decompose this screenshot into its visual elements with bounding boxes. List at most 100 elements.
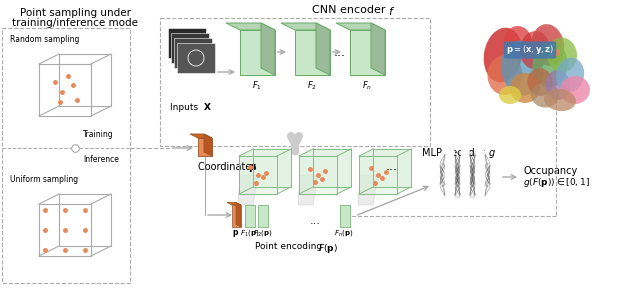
Text: $F_2$: $F_2$: [307, 80, 317, 93]
Text: Inputs: Inputs: [170, 103, 200, 112]
Ellipse shape: [545, 70, 570, 100]
Ellipse shape: [532, 24, 564, 66]
Polygon shape: [316, 23, 330, 75]
Circle shape: [461, 148, 470, 157]
Polygon shape: [204, 134, 212, 156]
Bar: [258, 205, 268, 227]
Text: Training: Training: [83, 130, 114, 139]
Ellipse shape: [499, 86, 521, 104]
Ellipse shape: [504, 26, 532, 58]
Text: $F_n$: $F_n$: [362, 80, 372, 93]
Circle shape: [461, 160, 470, 168]
Polygon shape: [239, 149, 253, 194]
Text: $F_1(\mathbf{p})$: $F_1(\mathbf{p})$: [241, 228, 260, 238]
Circle shape: [445, 182, 454, 191]
Text: CNN encoder: CNN encoder: [312, 5, 388, 15]
Polygon shape: [239, 156, 277, 194]
Text: Point encoding: Point encoding: [255, 242, 325, 251]
Polygon shape: [371, 23, 385, 75]
Polygon shape: [236, 202, 241, 227]
Ellipse shape: [531, 82, 559, 108]
Ellipse shape: [520, 31, 550, 69]
Polygon shape: [238, 175, 258, 205]
Circle shape: [431, 160, 440, 168]
Text: Uniform sampling: Uniform sampling: [10, 175, 78, 184]
Circle shape: [461, 193, 470, 202]
Circle shape: [490, 182, 499, 191]
Polygon shape: [336, 23, 385, 30]
Polygon shape: [374, 149, 412, 187]
Circle shape: [490, 171, 499, 180]
Bar: [171, 33, 209, 63]
Text: Occupancy: Occupancy: [523, 166, 577, 176]
Circle shape: [461, 182, 470, 191]
Polygon shape: [299, 149, 351, 156]
Polygon shape: [240, 30, 275, 75]
Polygon shape: [299, 149, 314, 194]
Polygon shape: [281, 23, 330, 30]
Ellipse shape: [556, 58, 584, 92]
Text: $\mathbf{p}$: $\mathbf{p}$: [232, 228, 239, 239]
Text: ...: ...: [334, 46, 346, 59]
Ellipse shape: [544, 89, 576, 111]
Polygon shape: [397, 149, 412, 194]
Circle shape: [476, 148, 484, 157]
Text: Random sampling: Random sampling: [10, 35, 79, 44]
Polygon shape: [350, 30, 385, 75]
Ellipse shape: [488, 55, 522, 95]
Bar: [177, 43, 215, 73]
Polygon shape: [337, 149, 351, 194]
Text: $g(F(\mathbf{p})) \in [0,1]$: $g(F(\mathbf{p})) \in [0,1]$: [523, 176, 590, 189]
Circle shape: [476, 160, 484, 168]
Bar: [174, 38, 212, 68]
Ellipse shape: [501, 41, 543, 95]
Circle shape: [445, 160, 454, 168]
Circle shape: [431, 171, 440, 180]
Bar: [245, 205, 255, 227]
Text: X: X: [204, 103, 211, 112]
Text: Inference: Inference: [83, 155, 119, 164]
Polygon shape: [359, 149, 374, 194]
Text: $F(\mathbf{p})$: $F(\mathbf{p})$: [318, 242, 338, 255]
Ellipse shape: [484, 28, 522, 82]
Polygon shape: [198, 138, 212, 156]
Text: $F_1$: $F_1$: [252, 80, 262, 93]
Polygon shape: [232, 205, 241, 227]
Circle shape: [461, 171, 470, 180]
Ellipse shape: [547, 37, 577, 72]
Bar: [168, 28, 206, 58]
Text: $F_2(\mathbf{p})$: $F_2(\mathbf{p})$: [253, 228, 273, 238]
Text: Point sampling under: Point sampling under: [19, 8, 131, 18]
Text: MLP decoder: MLP decoder: [422, 148, 488, 158]
Polygon shape: [190, 134, 212, 138]
Text: $g$: $g$: [488, 148, 496, 160]
Circle shape: [476, 193, 484, 202]
Text: $F_n(\mathbf{p})$: $F_n(\mathbf{p})$: [334, 228, 354, 238]
Circle shape: [445, 171, 454, 180]
Circle shape: [445, 193, 454, 202]
Polygon shape: [295, 30, 330, 75]
Circle shape: [476, 171, 484, 180]
Bar: [340, 205, 350, 227]
Circle shape: [445, 148, 454, 157]
Text: ...: ...: [310, 216, 321, 226]
Polygon shape: [359, 156, 397, 194]
Ellipse shape: [532, 43, 568, 87]
Polygon shape: [314, 149, 351, 187]
Polygon shape: [227, 202, 241, 205]
Ellipse shape: [560, 76, 590, 104]
Text: ...: ...: [386, 160, 398, 173]
Text: $f$: $f$: [388, 5, 396, 17]
Circle shape: [490, 160, 499, 168]
Text: $\mathbf{p} = (\mathbf{x}, \mathbf{y}, \mathbf{z})$: $\mathbf{p} = (\mathbf{x}, \mathbf{y}, \…: [506, 44, 554, 57]
Text: training/inference mode: training/inference mode: [12, 18, 138, 28]
Circle shape: [431, 182, 440, 191]
Polygon shape: [277, 149, 291, 194]
Polygon shape: [261, 23, 275, 75]
Polygon shape: [298, 175, 318, 205]
Circle shape: [476, 182, 484, 191]
Ellipse shape: [510, 73, 540, 103]
Polygon shape: [299, 156, 337, 194]
Polygon shape: [239, 149, 291, 156]
Text: p: p: [248, 162, 255, 172]
